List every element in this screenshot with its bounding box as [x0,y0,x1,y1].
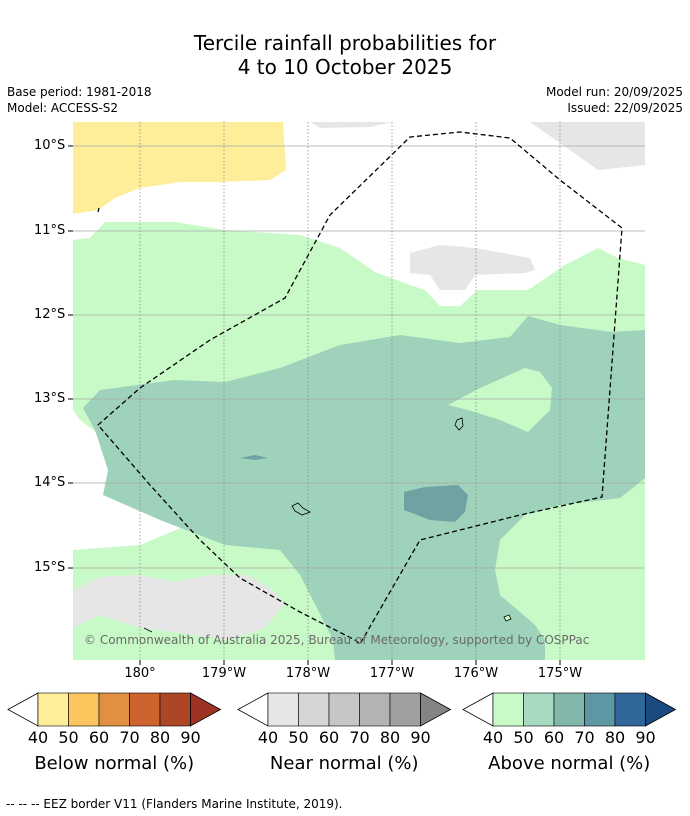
near-colorbar-tick-70: 70 [349,728,370,747]
lon-label-175w: 175°W [537,666,583,681]
below-colorbar-segment-3 [129,692,161,727]
near-colorbar-tick-40: 40 [257,728,279,747]
lon-label-178w: 178°W [285,666,331,681]
above-colorbar-tick-90: 90 [635,728,656,747]
above-normal-60-region [404,485,468,522]
above-colorbar-right-extension [645,692,677,727]
above-normal-60-small-region [240,455,268,460]
near-colorbar-title: Near normal (%) [269,753,419,774]
above-colorbar-left-extension [462,692,494,727]
lat-label-15s: 15°S [34,560,66,575]
above-colorbar-segment-1 [523,692,555,727]
lat-label-10s: 10°S [34,138,66,153]
above-colorbar-segment-4 [614,692,646,727]
latitude-ticks [68,145,73,569]
below-colorbar-tick-40: 40 [27,728,49,747]
longitude-ticks [139,660,561,665]
near-normal-40-region-central [410,245,535,290]
near-colorbar-tick-80: 80 [379,728,401,747]
island-d [143,627,153,633]
lat-label-11s: 11°S [34,223,66,238]
above-colorbar-tick-60: 60 [543,728,565,747]
below-colorbar-segment-1 [68,692,100,727]
above-colorbar-tick-80: 80 [604,728,626,747]
below-colorbar-segment-0 [37,692,69,727]
above-colorbar-tick-50: 50 [513,728,534,747]
below-colorbar-right-extension [190,692,222,727]
copyright-notice: © Commonwealth of Australia 2025, Bureau… [84,633,590,647]
near-colorbar-right-extension [420,692,452,727]
above-colorbar-segment-2 [553,692,585,727]
island-b [291,502,311,516]
latitude-gridlines [73,145,645,569]
longitude-gridlines [139,122,561,660]
eez-border [97,131,623,645]
near-colorbar-segment-1 [298,692,330,727]
model-run-date: Model run: 20/09/2025 [545,85,683,99]
map-title-line-1: Tercile rainfall probabilities for [193,31,497,55]
above-colorbar-segment-3 [584,692,616,727]
lon-label-176w: 176°W [453,666,499,681]
lon-label-179w: 179°W [201,666,247,681]
base-period: Base period: 1981-2018 [7,85,152,99]
below-colorbar-tick-60: 60 [88,728,110,747]
island-a [454,417,464,431]
lat-label-13s: 13°S [34,391,66,406]
lat-label-14s: 14°S [34,475,66,490]
lon-label-177w: 177°W [369,666,415,681]
below-colorbar-tick-70: 70 [119,728,140,747]
near-colorbar-tick-90: 90 [410,728,431,747]
below-normal-40-region [73,122,286,214]
near-normal-40-region-southwest [73,575,285,640]
near-colorbar-segment-2 [328,692,360,727]
above-colorbar-tick-70: 70 [574,728,595,747]
lon-label-180: 180° [124,666,156,681]
above-colorbar-title: Above normal (%) [488,753,651,774]
lat-label-12s: 12°S [34,307,66,322]
near-colorbar-segment-3 [359,692,391,727]
eez-footnote: -- -- -- EEZ border V11 (Flanders Marine… [6,797,343,811]
above-colorbar-segment-0 [492,692,524,727]
near-colorbar-left-extension [237,692,269,727]
below-colorbar-segment-2 [98,692,130,727]
below-colorbar-tick-80: 80 [149,728,171,747]
below-colorbar-segment-4 [159,692,191,727]
map-title-line-2: 4 to 10 October 2025 [237,55,453,79]
model-name: Model: ACCESS-S2 [7,101,119,115]
issued-date: Issued: 22/09/2025 [567,101,683,115]
below-colorbar-title: Below normal (%) [34,753,195,774]
near-colorbar-tick-60: 60 [318,728,340,747]
island-c [503,614,512,622]
below-colorbar-tick-90: 90 [180,728,201,747]
near-colorbar-segment-4 [389,692,421,727]
below-colorbar-left-extension [7,692,39,727]
near-normal-40-region-north [310,122,392,128]
above-colorbar-tick-40: 40 [482,728,504,747]
colorbars [7,692,677,727]
near-colorbar-segment-0 [267,692,299,727]
near-colorbar-tick-50: 50 [288,728,309,747]
below-colorbar-tick-50: 50 [58,728,79,747]
above-normal-40-inner-region [448,368,552,432]
